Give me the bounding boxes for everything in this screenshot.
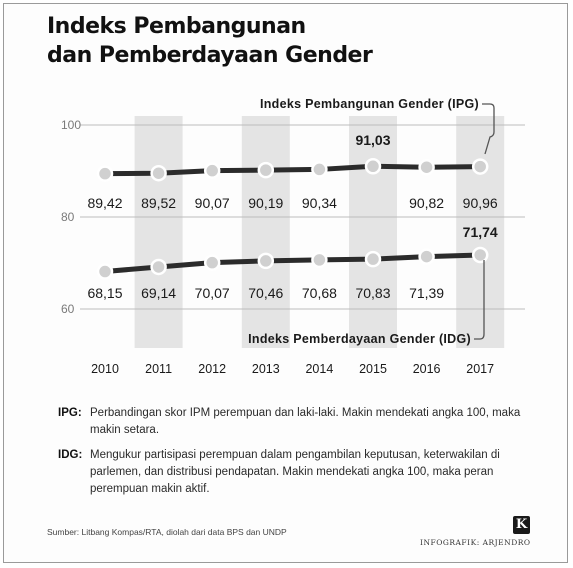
data-point [418, 158, 435, 176]
data-point [150, 258, 167, 276]
x-tick-label-2010: 2010 [91, 362, 119, 376]
series-line-ipg [102, 163, 483, 177]
data-point [364, 158, 382, 175]
data-label: 69,14 [141, 285, 176, 301]
x-tick-label-2012: 2012 [198, 362, 226, 376]
data-point [96, 165, 114, 182]
y-tick-label: 100 [61, 118, 81, 132]
x-tick-label-2015: 2015 [359, 362, 387, 376]
data-point [311, 161, 328, 178]
kompas-logo: K [513, 516, 530, 534]
series-name-idg: Indeks Pemberdayaan Gender (IDG) [248, 332, 471, 346]
data-point [257, 252, 275, 270]
data-point [150, 164, 167, 182]
x-tick-label-2016: 2016 [413, 362, 441, 376]
line-chart: 100 80 60 2010 2011 2012 2013 2014 2015 2016 2017 8… [61, 97, 525, 376]
data-label: 68,15 [87, 285, 122, 301]
data-point [471, 158, 489, 175]
series-name-ipg: Indeks Pembangunan Gender (IPG) [260, 97, 479, 111]
source-note: Sumber: Litbang Kompas/RTA, diolah dari … [47, 527, 287, 537]
data-label: 71,74 [463, 224, 498, 240]
data-label: 90,34 [302, 195, 337, 211]
x-tick-label-2013: 2013 [252, 362, 280, 376]
x-tick-label-2011: 2011 [145, 362, 172, 376]
note-definition: Perbandingan skor IPM perempuan dan laki… [90, 407, 521, 436]
note-definition: Mengukur partisipasi perempuan dalam pen… [90, 449, 500, 495]
data-label: 89,42 [87, 195, 122, 211]
data-label: 91,03 [355, 132, 390, 148]
data-label: 70,07 [195, 285, 230, 301]
data-point [311, 251, 328, 269]
callout-line-ipg [482, 103, 495, 155]
notes-section: IPG: Perbandingan skor IPM perempuan dan… [58, 405, 528, 506]
y-tick-label: 60 [61, 302, 75, 316]
data-label: 90,82 [409, 195, 444, 211]
credit-text: INFOGRAFIK: ARJENDRO [420, 538, 531, 547]
data-point [364, 250, 382, 268]
title-line-1: Indeks Pembangunan [47, 14, 306, 39]
x-tick-label-2017: 2017 [466, 362, 494, 376]
data-point [471, 246, 489, 264]
note-ipg: IPG: Perbandingan skor IPM perempuan dan… [58, 405, 528, 439]
data-label: 90,96 [463, 195, 498, 211]
data-point [203, 254, 221, 271]
data-label: 90,19 [248, 195, 283, 211]
callout-line-idg [474, 260, 485, 340]
data-label: 70,83 [355, 285, 390, 301]
title-line-2: dan Pemberdayaan Gender [47, 43, 373, 68]
series-line-idg [102, 252, 483, 275]
note-term: IPG: [58, 407, 82, 419]
data-label: 71,39 [409, 285, 444, 301]
data-point [257, 161, 275, 179]
column-band-2011 [134, 116, 183, 348]
data-label: 89,52 [141, 195, 176, 211]
data-point [96, 263, 114, 280]
brand-credit: K INFOGRAFIK: ARJENDRO [420, 516, 540, 552]
data-point [418, 248, 435, 265]
note-idg: IDG: Mengukur partisipasi perempuan dala… [58, 447, 528, 498]
data-label: 70,46 [248, 285, 283, 301]
data-label: 90,07 [195, 195, 230, 211]
x-tick-label-2014: 2014 [305, 362, 333, 376]
y-tick-label: 80 [61, 210, 75, 224]
page-title: Indeks Pembangunan dan Pemberdayaan Gend… [47, 12, 373, 70]
column-band-2013 [241, 116, 290, 348]
data-label: 70,68 [302, 285, 337, 301]
column-band-2015 [349, 116, 397, 348]
data-point [203, 162, 221, 179]
note-term: IDG: [58, 449, 83, 461]
